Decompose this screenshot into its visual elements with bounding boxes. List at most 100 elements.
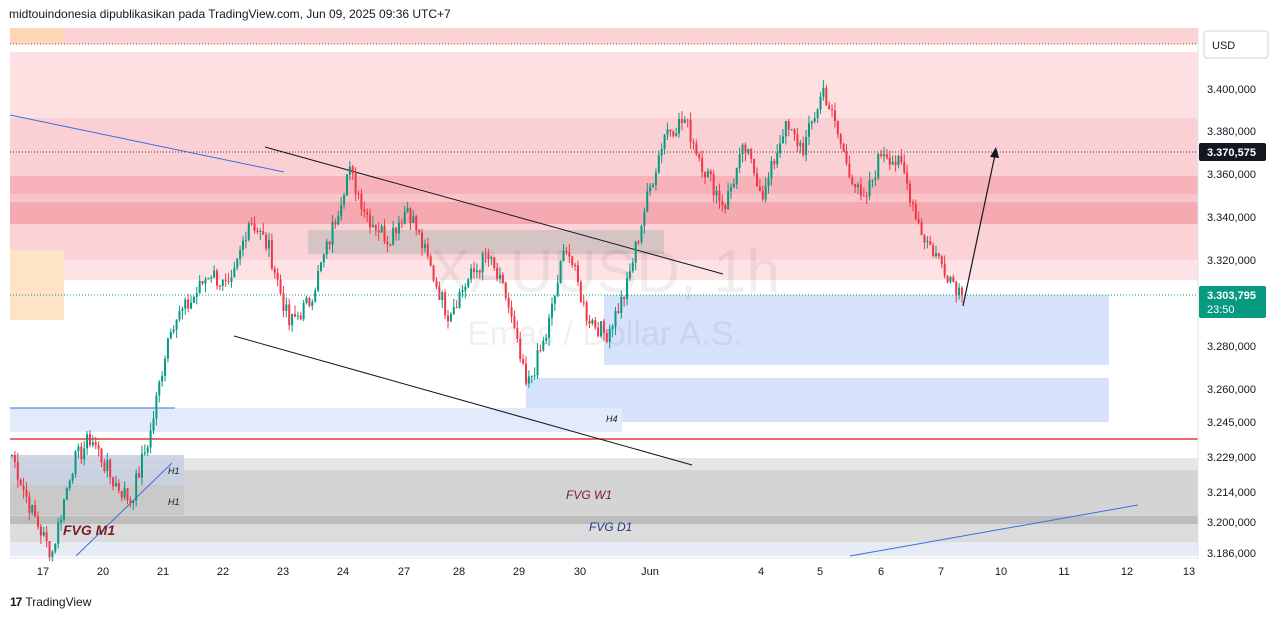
candle-body [513, 316, 516, 328]
candle-body [946, 275, 949, 283]
candle-body [478, 270, 481, 273]
candle-body [438, 286, 441, 301]
candle-body [360, 193, 363, 210]
candle-body [764, 185, 767, 200]
candle-body [455, 307, 458, 309]
candle-body [828, 105, 831, 110]
fvg-gray-3 [10, 516, 1198, 524]
candle-body [207, 277, 210, 280]
candle-body [718, 190, 721, 202]
price-tick-label: 3.245,000 [1207, 417, 1256, 429]
candle-body [262, 231, 265, 235]
candle-body [403, 211, 406, 224]
candle-body [935, 253, 938, 256]
candle-body [614, 311, 617, 327]
candle-body [447, 315, 450, 322]
candle-body [140, 453, 143, 478]
candle-body [331, 222, 334, 245]
candle-body [97, 445, 100, 449]
candle-body [279, 279, 282, 294]
candle-body [911, 202, 914, 204]
time-tick-label: 28 [453, 566, 465, 578]
time-tick-label: 21 [157, 566, 169, 578]
candle-body [894, 161, 897, 166]
footer-brand[interactable]: 17 TradingView [10, 595, 91, 609]
candle-body [542, 340, 545, 351]
projection-arrow [962, 147, 999, 307]
fvg-gray-2 [10, 470, 1198, 516]
price-tick-label: 3.400,000 [1207, 84, 1256, 96]
fvg-gray-5 [10, 542, 1198, 556]
candle-body [314, 290, 317, 302]
currency-label[interactable]: USD [1212, 40, 1235, 52]
candle-body [955, 282, 958, 296]
candle-body [230, 277, 233, 282]
candle-body [273, 268, 276, 273]
candle-body [652, 185, 655, 187]
fvg-gray-1 [10, 458, 1198, 470]
candle-body [689, 119, 692, 143]
candle-body [366, 211, 369, 215]
demand-zone-left [10, 408, 622, 432]
candle-body [579, 281, 582, 303]
candle-body [729, 187, 732, 192]
candle-body [877, 154, 880, 179]
supply-zone-main [10, 118, 1198, 176]
candle-body [900, 155, 903, 163]
candle-body [715, 190, 718, 196]
candle-body [747, 149, 750, 154]
candle-body [663, 134, 666, 149]
candle-body [216, 270, 219, 286]
candle-body [317, 270, 320, 291]
price-tick-label: 3.280,000 [1207, 341, 1256, 353]
candle-body [903, 162, 906, 173]
currency-button[interactable] [1203, 30, 1269, 59]
candle-body [602, 321, 605, 334]
candle-body [161, 375, 164, 382]
candle-body [120, 490, 123, 498]
candle-body [533, 375, 536, 377]
candle-body [322, 254, 325, 263]
tradingview-logo-icon: 17 [10, 595, 22, 609]
candle-body [857, 184, 860, 188]
candle-body [568, 252, 571, 257]
candle-body [571, 256, 574, 266]
price-tick-label: 3.260,000 [1207, 384, 1256, 396]
price-axis[interactable]: USD 3.400,000 3.380,000 3.360,000 3.340,000… [1197, 28, 1269, 560]
candle-body [496, 267, 499, 279]
candle-body [155, 395, 158, 419]
svg-text:3.370,575: 3.370,575 [1207, 147, 1256, 159]
candle-body [591, 320, 594, 324]
time-axis[interactable]: 17 20 21 22 23 24 27 28 29 30 Jun 4 5 6 7 10 11 12 13 [10, 557, 1198, 578]
supply-zone-dark [10, 176, 1198, 194]
marked-level-badge: 3.370,575 [1199, 143, 1266, 161]
candle-body [527, 376, 530, 384]
candle-body [68, 480, 71, 488]
candle-body [224, 279, 227, 281]
candle-body [441, 292, 444, 301]
candle-body [559, 261, 562, 284]
candle-body [923, 235, 926, 243]
candle-body [949, 277, 952, 283]
candle-body [80, 446, 83, 460]
candle-body [741, 144, 744, 155]
candle-body [891, 161, 894, 165]
time-tick-label: 29 [513, 566, 525, 578]
candle-body [305, 297, 308, 304]
candle-body [724, 205, 727, 210]
candle-body [565, 250, 568, 253]
time-tick-label: 6 [878, 566, 884, 578]
candle-body [195, 293, 198, 297]
price-tick-label: 3.340,000 [1207, 212, 1256, 224]
time-tick-label: 23 [277, 566, 289, 578]
candle-body [109, 460, 112, 478]
candle-body [267, 239, 270, 249]
candle-body [859, 184, 862, 196]
supply-zone-bottom [10, 260, 1198, 280]
candle-body [16, 461, 19, 480]
candle-body [779, 143, 782, 153]
candle-body [640, 225, 643, 242]
candle-body [94, 442, 97, 446]
